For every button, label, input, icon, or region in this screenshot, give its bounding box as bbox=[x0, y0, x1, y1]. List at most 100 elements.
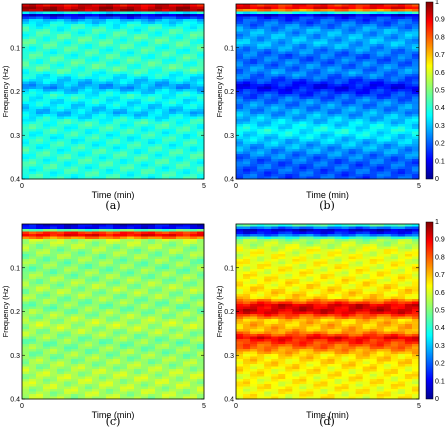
heatmap-cell bbox=[148, 339, 156, 342]
heatmap-cell bbox=[162, 94, 170, 97]
heatmap-cell bbox=[43, 271, 51, 275]
heatmap-cell bbox=[29, 41, 37, 45]
heatmap-cell bbox=[29, 11, 37, 15]
heatmap-cell bbox=[334, 74, 342, 77]
heatmap-cell bbox=[29, 296, 37, 300]
heatmap-cell bbox=[162, 59, 170, 62]
heatmap-cell bbox=[57, 266, 65, 270]
heatmap-cell bbox=[250, 29, 258, 32]
heatmap-cell bbox=[155, 341, 163, 345]
heatmap-cell bbox=[162, 334, 170, 337]
heatmap-cell bbox=[106, 36, 114, 40]
heatmap-cell bbox=[141, 319, 149, 322]
heatmap-cell bbox=[85, 111, 93, 115]
heatmap-cell bbox=[390, 16, 399, 20]
heatmap-cell bbox=[57, 244, 65, 247]
heatmap-cell bbox=[299, 89, 307, 92]
heatmap-cell bbox=[141, 154, 149, 157]
heatmap-cell bbox=[404, 99, 413, 102]
heatmap-cell bbox=[141, 136, 149, 140]
heatmap-cell bbox=[271, 124, 279, 127]
heatmap-cell bbox=[355, 151, 364, 155]
heatmap-cell bbox=[313, 139, 321, 142]
heatmap-cell bbox=[250, 21, 258, 25]
heatmap-cell bbox=[92, 259, 100, 262]
heatmap-cell bbox=[355, 101, 364, 105]
heatmap-cell bbox=[190, 161, 198, 165]
heatmap-cell bbox=[50, 294, 58, 297]
heatmap-cell bbox=[190, 141, 198, 145]
heatmap-cell bbox=[376, 109, 385, 112]
heatmap-cell bbox=[162, 39, 170, 42]
heatmap-cell bbox=[36, 269, 44, 272]
heatmap-cell bbox=[162, 256, 170, 260]
heatmap-cell bbox=[404, 151, 413, 155]
heatmap-cell bbox=[243, 169, 251, 172]
heatmap-cell bbox=[320, 24, 328, 27]
heatmap-cell bbox=[383, 24, 392, 27]
heatmap-cell bbox=[341, 26, 350, 30]
heatmap-cell bbox=[183, 329, 191, 332]
heatmap-cell bbox=[78, 249, 86, 252]
heatmap-cell bbox=[92, 271, 100, 275]
heatmap-cell bbox=[190, 41, 198, 45]
heatmap-cell bbox=[92, 266, 100, 270]
heatmap-cell bbox=[92, 254, 100, 257]
heatmap-cell bbox=[22, 164, 30, 167]
heatmap-cell bbox=[411, 169, 420, 172]
heatmap-cell bbox=[71, 146, 79, 150]
heatmap-cell bbox=[99, 159, 107, 162]
heatmap-cell bbox=[236, 136, 244, 140]
heatmap-cell bbox=[257, 64, 265, 67]
heatmap-cell bbox=[341, 71, 350, 75]
heatmap-cell bbox=[236, 51, 244, 55]
heatmap-cell bbox=[50, 101, 58, 105]
heatmap-cell bbox=[127, 136, 135, 140]
heatmap-cell bbox=[141, 224, 149, 227]
heatmap-cell bbox=[169, 249, 177, 252]
heatmap-cell bbox=[57, 56, 65, 60]
heatmap-cell bbox=[348, 109, 357, 112]
heatmap-cell bbox=[334, 46, 342, 50]
heatmap-cell bbox=[22, 96, 30, 100]
heatmap-cell bbox=[271, 11, 279, 15]
heatmap-cell bbox=[190, 54, 198, 57]
heatmap-cell bbox=[190, 296, 198, 300]
heatmap-cell bbox=[85, 81, 93, 85]
heatmap-cell bbox=[169, 21, 177, 25]
heatmap-cell bbox=[306, 19, 314, 22]
heatmap-cell bbox=[120, 59, 128, 62]
heatmap-cell bbox=[36, 161, 44, 165]
heatmap-cell bbox=[257, 144, 265, 147]
heatmap-cell bbox=[29, 229, 37, 232]
heatmap-cell bbox=[113, 124, 121, 127]
heatmap-cell bbox=[271, 19, 279, 22]
heatmap-cell bbox=[50, 176, 58, 180]
heatmap-cell bbox=[306, 81, 314, 85]
heatmap-cell bbox=[92, 126, 100, 130]
heatmap-cell bbox=[36, 139, 44, 142]
heatmap-cell bbox=[411, 141, 420, 145]
heatmap-cell bbox=[362, 121, 371, 125]
heatmap-cell bbox=[190, 129, 198, 132]
heatmap-cell bbox=[383, 169, 392, 172]
heatmap-cell bbox=[57, 169, 65, 172]
heatmap-cell bbox=[141, 141, 149, 145]
heatmap-cell bbox=[334, 81, 342, 85]
heatmap-cell bbox=[57, 4, 65, 7]
heatmap-cell bbox=[306, 26, 314, 30]
heatmap-cell bbox=[120, 44, 128, 47]
heatmap-cell bbox=[71, 49, 79, 52]
heatmap-cell bbox=[120, 226, 128, 230]
heatmap-cell bbox=[85, 294, 93, 297]
heatmap-cell bbox=[320, 89, 328, 92]
heatmap-cell bbox=[320, 96, 328, 100]
heatmap-cell bbox=[141, 174, 149, 177]
heatmap-cell bbox=[127, 151, 135, 155]
heatmap-cell bbox=[383, 39, 392, 42]
heatmap-cell bbox=[22, 319, 30, 322]
heatmap-cell bbox=[292, 166, 300, 170]
heatmap-cell bbox=[176, 309, 184, 312]
heatmap-cell bbox=[85, 274, 93, 277]
heatmap-cell bbox=[334, 76, 342, 80]
